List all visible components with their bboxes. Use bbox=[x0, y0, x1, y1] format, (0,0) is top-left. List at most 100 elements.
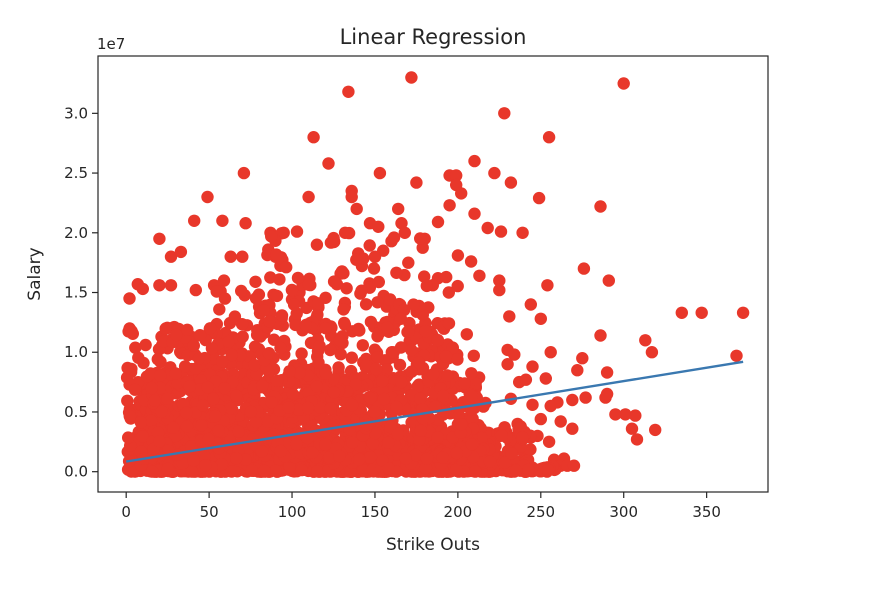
data-point bbox=[213, 303, 226, 316]
data-point bbox=[270, 374, 284, 387]
x-axis-ticks: 0 50 100 150 200 250 300 350 bbox=[121, 492, 721, 521]
data-point bbox=[541, 463, 555, 477]
data-point bbox=[473, 269, 486, 282]
data-point bbox=[270, 289, 284, 303]
data-point bbox=[372, 220, 385, 233]
data-point bbox=[419, 325, 432, 338]
data-point bbox=[394, 312, 408, 325]
data-point bbox=[534, 412, 547, 426]
x-tick-label: 200 bbox=[444, 503, 473, 521]
data-point bbox=[342, 85, 355, 99]
data-point bbox=[249, 415, 263, 429]
data-point bbox=[451, 279, 464, 293]
data-point bbox=[619, 408, 632, 421]
data-point bbox=[210, 285, 223, 298]
y-offset-label: 1e7 bbox=[97, 35, 125, 53]
data-point bbox=[522, 463, 535, 476]
data-point bbox=[405, 71, 418, 84]
data-point bbox=[222, 335, 235, 348]
data-point bbox=[322, 157, 335, 170]
data-point bbox=[349, 378, 362, 391]
data-point bbox=[414, 392, 427, 405]
data-point bbox=[381, 321, 394, 334]
data-point bbox=[327, 386, 341, 399]
data-point bbox=[136, 430, 149, 443]
data-point bbox=[382, 436, 395, 449]
data-point bbox=[157, 335, 170, 348]
data-point bbox=[310, 238, 324, 251]
data-point bbox=[357, 464, 370, 477]
data-point bbox=[649, 423, 662, 437]
data-point bbox=[526, 360, 539, 373]
data-point bbox=[237, 166, 251, 180]
data-point bbox=[639, 334, 652, 347]
data-point bbox=[465, 438, 479, 451]
data-point bbox=[283, 365, 296, 378]
data-point bbox=[458, 377, 471, 390]
data-point bbox=[265, 396, 278, 409]
data-point bbox=[600, 366, 614, 379]
data-point bbox=[594, 329, 607, 342]
data-point bbox=[280, 261, 293, 274]
data-point bbox=[363, 239, 376, 252]
data-point bbox=[327, 275, 341, 288]
x-tick-label: 250 bbox=[526, 503, 555, 521]
data-point bbox=[391, 427, 405, 441]
data-point bbox=[174, 245, 188, 259]
data-point bbox=[567, 459, 581, 472]
data-point bbox=[451, 353, 464, 366]
data-point bbox=[594, 200, 607, 213]
data-point bbox=[579, 391, 592, 404]
data-point bbox=[442, 286, 455, 299]
data-point bbox=[534, 312, 547, 325]
data-point bbox=[350, 253, 363, 266]
data-point bbox=[187, 339, 200, 352]
data-point bbox=[224, 250, 237, 263]
data-point bbox=[412, 356, 425, 369]
data-point bbox=[193, 329, 207, 342]
data-point bbox=[566, 393, 579, 407]
data-point bbox=[407, 298, 420, 311]
data-point bbox=[368, 250, 382, 263]
data-point bbox=[402, 325, 415, 338]
data-point bbox=[122, 431, 135, 444]
data-point bbox=[395, 375, 408, 389]
data-point bbox=[352, 322, 365, 336]
chart-title: Linear Regression bbox=[340, 25, 527, 49]
data-point bbox=[399, 452, 412, 465]
data-point bbox=[323, 451, 336, 464]
data-point bbox=[367, 262, 381, 275]
data-point bbox=[455, 418, 468, 431]
data-point bbox=[451, 249, 465, 262]
y-axis-ticks: 0.0 0.5 1.0 1.5 2.0 2.5 3.0 bbox=[64, 104, 98, 481]
data-point bbox=[345, 351, 358, 364]
data-point bbox=[541, 279, 554, 292]
data-point bbox=[145, 381, 158, 395]
data-point bbox=[498, 456, 512, 469]
data-point bbox=[159, 322, 172, 335]
data-point bbox=[372, 275, 385, 289]
data-point bbox=[144, 367, 157, 380]
y-axis-label: Salary bbox=[25, 247, 45, 300]
data-point bbox=[236, 330, 249, 343]
x-axis-label: Strike Outs bbox=[386, 535, 480, 555]
data-point bbox=[360, 418, 374, 432]
data-point bbox=[185, 465, 199, 478]
data-point bbox=[695, 306, 708, 319]
data-point bbox=[505, 447, 518, 460]
data-point bbox=[431, 431, 444, 444]
data-point bbox=[337, 267, 350, 280]
data-point bbox=[576, 352, 589, 365]
data-point bbox=[465, 367, 478, 380]
data-point bbox=[450, 169, 463, 182]
data-point bbox=[153, 435, 166, 448]
data-point bbox=[410, 176, 423, 189]
data-point bbox=[324, 343, 337, 357]
data-point bbox=[385, 346, 398, 359]
data-point bbox=[516, 226, 529, 239]
data-point bbox=[526, 398, 539, 411]
data-point bbox=[332, 361, 345, 374]
data-point bbox=[645, 346, 659, 359]
data-point bbox=[390, 266, 403, 279]
data-point bbox=[189, 362, 203, 375]
